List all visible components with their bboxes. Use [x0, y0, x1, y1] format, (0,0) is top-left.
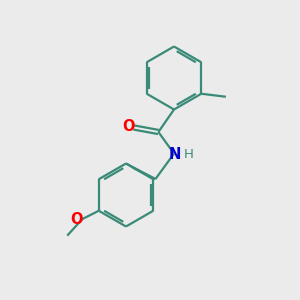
Text: N: N	[169, 147, 182, 162]
Text: H: H	[184, 148, 194, 161]
Text: O: O	[122, 119, 135, 134]
Text: O: O	[70, 212, 83, 227]
